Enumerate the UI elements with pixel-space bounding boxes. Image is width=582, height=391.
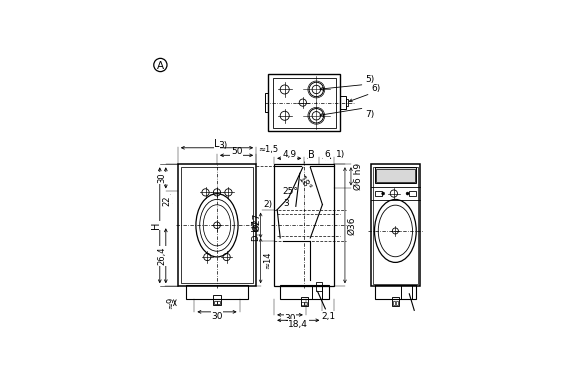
Bar xyxy=(181,167,253,283)
Bar xyxy=(402,285,412,299)
Bar xyxy=(346,99,348,106)
Bar xyxy=(375,191,382,196)
Text: 22: 22 xyxy=(162,196,172,206)
Bar xyxy=(279,285,329,299)
Text: ≈1,5: ≈1,5 xyxy=(258,145,279,154)
Text: ≈9: ≈9 xyxy=(166,297,175,309)
Bar xyxy=(375,167,416,183)
Text: 30: 30 xyxy=(284,314,296,323)
Text: Ø6 h9: Ø6 h9 xyxy=(353,163,363,190)
Bar xyxy=(268,74,340,131)
Bar xyxy=(273,78,336,127)
Text: 30: 30 xyxy=(158,172,166,183)
Text: 6: 6 xyxy=(324,150,330,159)
Bar xyxy=(218,301,220,304)
Text: 18,4: 18,4 xyxy=(288,320,308,329)
Text: 25°: 25° xyxy=(283,187,299,196)
Text: Ø27: Ø27 xyxy=(252,212,261,231)
Bar xyxy=(311,285,322,299)
Bar xyxy=(300,297,308,306)
Bar xyxy=(214,301,217,304)
Text: 3: 3 xyxy=(283,199,289,208)
Bar xyxy=(375,285,416,299)
Bar xyxy=(301,302,304,305)
Text: 1): 1) xyxy=(336,150,345,159)
Bar xyxy=(371,164,420,286)
Text: 7): 7) xyxy=(365,110,375,119)
Bar xyxy=(186,285,248,299)
Text: 5): 5) xyxy=(365,75,375,84)
Bar xyxy=(304,302,307,305)
Text: 50: 50 xyxy=(231,147,242,156)
Bar xyxy=(376,169,415,182)
Text: B: B xyxy=(308,150,315,160)
Circle shape xyxy=(406,192,409,195)
Text: 18°: 18° xyxy=(296,175,313,193)
Bar xyxy=(213,295,221,305)
Text: 3): 3) xyxy=(218,141,228,150)
Text: D H7: D H7 xyxy=(252,220,261,241)
Text: 2): 2) xyxy=(264,201,273,210)
Bar xyxy=(392,298,399,306)
Text: 6): 6) xyxy=(371,84,381,93)
Bar xyxy=(396,301,398,305)
Text: H: H xyxy=(151,222,161,229)
Bar xyxy=(265,93,268,112)
Text: ≈14: ≈14 xyxy=(263,252,272,269)
Text: Ø36: Ø36 xyxy=(347,216,356,235)
Bar xyxy=(340,96,346,109)
Text: A: A xyxy=(157,61,164,71)
Bar xyxy=(274,164,335,286)
Bar xyxy=(409,191,416,196)
Text: L: L xyxy=(214,139,220,149)
Bar xyxy=(178,164,256,286)
Circle shape xyxy=(382,192,385,195)
Bar xyxy=(393,301,395,305)
Bar xyxy=(373,167,418,284)
Text: 26,4: 26,4 xyxy=(157,247,166,265)
Text: 4,9: 4,9 xyxy=(282,150,296,159)
Text: 2,1: 2,1 xyxy=(321,312,335,321)
Text: 30: 30 xyxy=(211,312,223,321)
Bar xyxy=(317,282,322,291)
